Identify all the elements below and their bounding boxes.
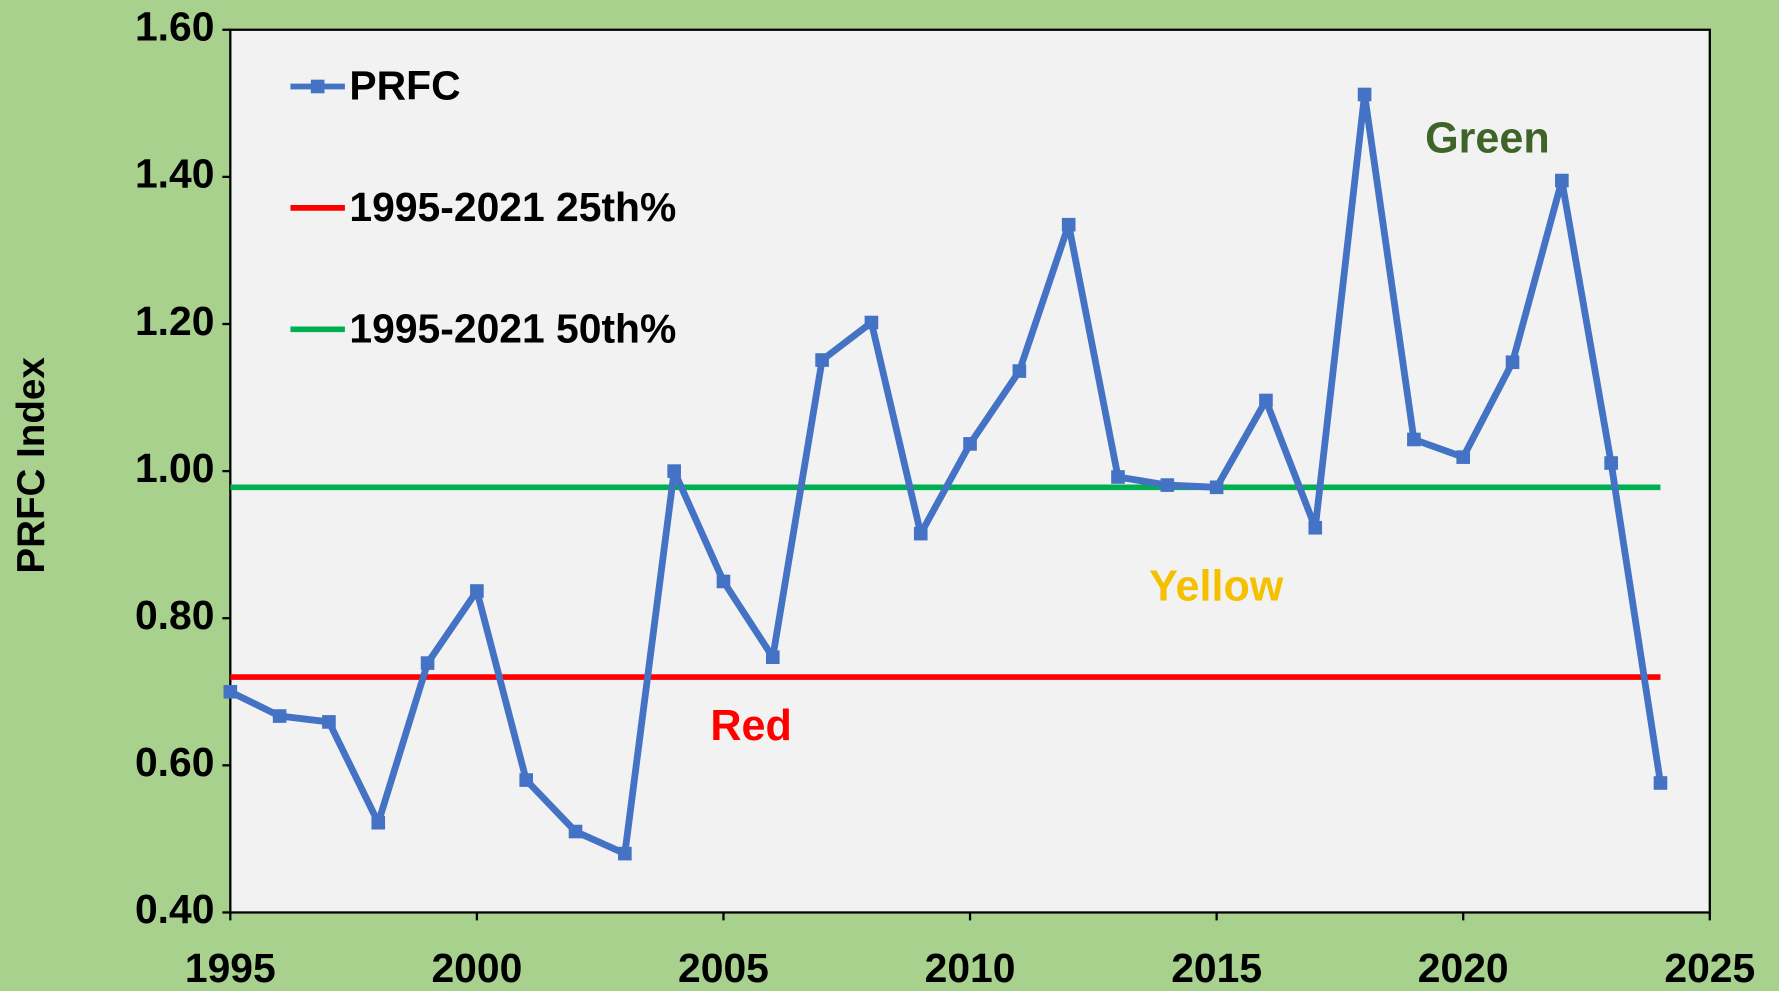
data-point — [371, 815, 386, 830]
annotation: Green — [1425, 114, 1550, 162]
data-point — [1407, 432, 1421, 447]
y-tick-label: 1.60 — [135, 4, 214, 50]
annotation: Red — [710, 702, 791, 750]
y-tick-label: 0.40 — [135, 886, 214, 932]
y-tick-label: 0.60 — [135, 739, 214, 785]
x-tick-label: 2010 — [925, 945, 1016, 991]
data-point — [1555, 173, 1569, 188]
data-point — [1604, 456, 1618, 470]
data-point — [420, 656, 435, 670]
data-point — [1653, 776, 1668, 790]
data-point — [1259, 393, 1273, 408]
y-tick-label: 1.40 — [135, 151, 214, 197]
x-tick-label: 2020 — [1418, 945, 1509, 991]
y-tick-label: 0.80 — [135, 592, 214, 638]
data-point — [815, 353, 829, 367]
x-tick-label: 2025 — [1664, 945, 1755, 991]
data-point — [1111, 470, 1125, 484]
data-point — [272, 709, 287, 723]
x-tick-label: 2015 — [1171, 945, 1262, 991]
data-point — [470, 584, 484, 598]
plot-area — [229, 28, 1711, 914]
data-point — [1160, 478, 1175, 492]
legend-label: 1995-2021 25th% — [349, 184, 676, 230]
data-point — [765, 650, 780, 665]
data-point — [1012, 364, 1027, 378]
data-point — [322, 715, 336, 729]
data-line — [228, 91, 1664, 858]
data-point — [519, 773, 534, 787]
legend-marker — [310, 79, 325, 94]
annotation: Yellow — [1149, 562, 1284, 610]
legend-label: PRFC — [349, 63, 460, 109]
y-tick-label: 1.00 — [135, 445, 214, 491]
data-point — [1505, 355, 1520, 370]
data-point — [913, 526, 928, 541]
data-point — [1061, 217, 1076, 232]
data-point — [223, 684, 238, 699]
data-point — [1456, 450, 1471, 464]
x-tick-label: 2000 — [431, 945, 522, 991]
data-point — [1308, 520, 1323, 535]
data-point — [618, 846, 632, 861]
legend-label: 1995-2021 50th% — [349, 305, 676, 351]
data-point — [667, 464, 681, 478]
y-tick-label: 1.20 — [135, 298, 214, 344]
x-tick-label: 1995 — [185, 945, 276, 991]
data-point — [864, 315, 879, 330]
data-point — [716, 574, 731, 589]
data-point — [568, 824, 583, 839]
data-point — [963, 437, 977, 451]
data-point — [1357, 87, 1372, 102]
x-tick-label: 2005 — [678, 945, 769, 991]
data-point — [1209, 480, 1224, 495]
y-axis-label: PRFC Index — [10, 357, 53, 574]
